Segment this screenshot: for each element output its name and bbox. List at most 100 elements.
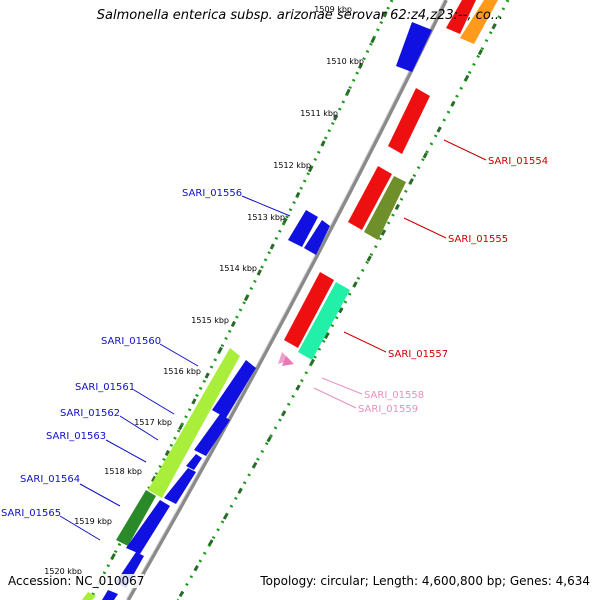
gene-feature-red[interactable] xyxy=(348,166,392,230)
gene-label[interactable]: SARI_01558 xyxy=(364,390,424,401)
kbp-tick-label: 1519 kbp xyxy=(74,517,112,526)
gene-feature-blue[interactable] xyxy=(288,210,318,247)
kbp-tick-label: 1511 kbp xyxy=(300,109,338,118)
track-dash xyxy=(408,178,414,185)
kbp-tick-label: 1513 kbp xyxy=(247,213,285,222)
track-dash xyxy=(338,307,344,314)
genome-backbone xyxy=(126,0,448,600)
accession-label: Accession: NC_010067 xyxy=(8,574,145,588)
gene-feature-lime[interactable] xyxy=(148,348,240,498)
kbp-tick-label: 1516 kbp xyxy=(163,367,201,376)
track-dash xyxy=(164,449,170,457)
track-dash xyxy=(110,553,116,560)
track-dash xyxy=(237,487,243,494)
track-dash xyxy=(151,475,157,482)
gene-feature-pink[interactable] xyxy=(282,356,294,366)
track-dash xyxy=(491,23,497,30)
leader-line xyxy=(119,415,159,441)
gene-label[interactable]: SARI_01554 xyxy=(488,156,548,167)
track-dash xyxy=(222,513,229,520)
kbp-tick-labels: 1509 kbp 1510 kbp 1511 kbp 1512 kbp 1513… xyxy=(44,5,364,576)
forward-strand-features xyxy=(278,0,498,366)
track-dash xyxy=(295,384,301,391)
gene-label[interactable]: SARI_01555 xyxy=(448,234,508,245)
track-dash xyxy=(464,74,470,82)
gene-feature-teal[interactable] xyxy=(298,282,350,360)
gene-feature-blue[interactable] xyxy=(212,360,256,418)
leader-line xyxy=(321,377,363,395)
track-dash xyxy=(358,62,364,70)
track-dash xyxy=(269,243,275,250)
gene-labels: SARI_01554 SARI_01555 SARI_01556 SARI_01… xyxy=(1,139,548,541)
gene-feature-red[interactable] xyxy=(388,88,430,154)
gene-feature-blue[interactable] xyxy=(164,468,196,504)
track-dash xyxy=(333,114,339,121)
track-dash xyxy=(178,424,184,431)
gene-label[interactable]: SARI_01560 xyxy=(101,336,161,347)
gene-feature-blue[interactable] xyxy=(304,220,330,255)
gene-label[interactable]: SARI_01557 xyxy=(388,349,448,360)
track-dash xyxy=(191,398,197,405)
gene-label[interactable]: SARI_01565 xyxy=(1,508,61,519)
gene-feature-olive[interactable] xyxy=(364,176,406,240)
genome-summary: Topology: circular; Length: 4,600,800 bp… xyxy=(260,574,590,588)
track-dash xyxy=(217,346,223,353)
track-dash xyxy=(450,100,456,107)
gene-feature-blue[interactable] xyxy=(186,454,202,470)
kbp-tick-label: 1514 kbp xyxy=(219,264,257,273)
track-dash xyxy=(345,88,351,95)
track-dash xyxy=(208,539,214,546)
track-dash xyxy=(320,140,326,147)
track-dash xyxy=(266,436,272,443)
leader-line xyxy=(159,343,199,367)
track-dash xyxy=(436,126,442,133)
kbp-tick-label: 1510 kbp xyxy=(326,57,364,66)
track-dash xyxy=(280,410,287,417)
genome-backbone-highlight xyxy=(125,0,445,600)
track-dash xyxy=(370,37,376,44)
kbp-tick-label: 1520 kbp xyxy=(44,567,82,576)
track-dash xyxy=(282,217,288,224)
track-dash xyxy=(382,11,388,18)
track-dash xyxy=(243,295,249,302)
gene-feature-blue[interactable] xyxy=(194,414,230,456)
gene-feature-blue[interactable] xyxy=(396,22,432,72)
leader-line xyxy=(403,217,447,239)
track-dash xyxy=(256,269,262,276)
gene-feature-red[interactable] xyxy=(284,272,334,348)
leader-line xyxy=(133,389,175,415)
track-dash xyxy=(295,191,301,199)
gene-label[interactable]: SARI_01559 xyxy=(358,404,418,415)
leader-line xyxy=(59,515,101,541)
gene-label[interactable]: SARI_01556 xyxy=(182,188,242,199)
gene-feature-red[interactable] xyxy=(446,0,476,34)
gene-label[interactable]: SARI_01564 xyxy=(20,474,80,485)
gene-label[interactable]: SARI_01562 xyxy=(60,408,120,419)
track-dash xyxy=(230,320,236,328)
track-dash xyxy=(307,166,314,173)
track-dash xyxy=(204,372,210,379)
leader-line xyxy=(241,195,291,217)
track-dash xyxy=(309,358,316,365)
leader-line xyxy=(105,439,147,463)
track-dash xyxy=(422,152,428,159)
gene-feature-green[interactable] xyxy=(116,490,156,546)
genome-title: Salmonella enterica subsp. arizonae sero… xyxy=(96,8,504,23)
gene-feature-orange[interactable] xyxy=(460,0,498,44)
track-dash xyxy=(352,281,358,288)
reverse-strand-features xyxy=(82,22,432,600)
track-dash xyxy=(366,255,372,262)
track-dash xyxy=(178,590,185,598)
gene-feature-lime[interactable] xyxy=(82,592,96,600)
gene-feature-blue[interactable] xyxy=(102,590,118,600)
gene-label[interactable]: SARI_01561 xyxy=(75,382,135,393)
gene-label[interactable]: SARI_01563 xyxy=(46,431,106,442)
track-dash xyxy=(380,229,386,236)
track-dash xyxy=(394,203,400,211)
leader-line xyxy=(343,331,387,353)
track-dash xyxy=(477,49,484,56)
gene-feature-blue[interactable] xyxy=(126,500,170,554)
kbp-tick-label: 1515 kbp xyxy=(191,316,229,325)
